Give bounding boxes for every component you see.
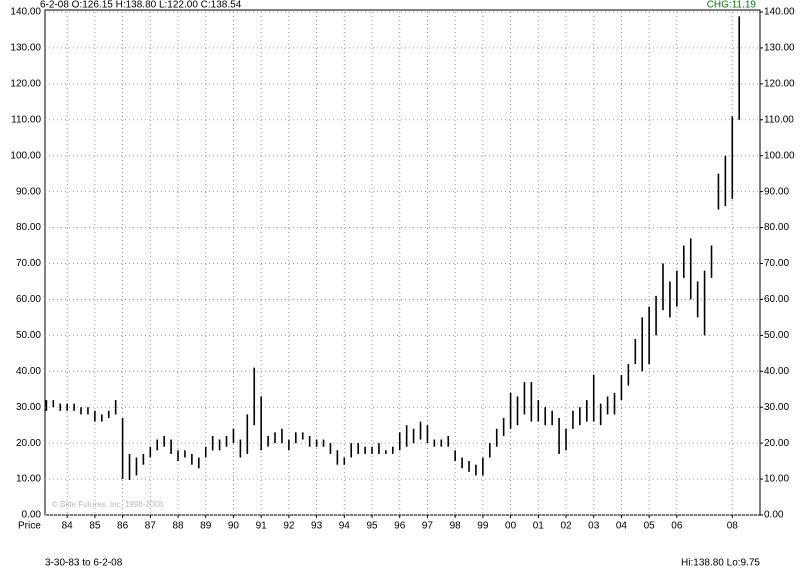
y-tick-label-right: 10.00 [764,474,789,485]
y-tick-label: 120.00 [10,78,41,89]
x-tick-label: 91 [256,521,268,532]
y-tick-label: 60.00 [16,294,41,305]
y-tick-label: 10.00 [16,474,41,485]
y-tick-label-right: 140.00 [764,7,795,18]
y-tick-label-right: 0.00 [764,510,784,521]
x-tick-label: 94 [339,521,351,532]
y-tick-label-right: 80.00 [764,222,789,233]
y-tick-label-right: 50.00 [764,330,789,341]
x-tick-label: 06 [671,521,683,532]
y-tick-label-right: 60.00 [764,294,789,305]
x-tick-label: 03 [588,521,600,532]
x-tick-label: 95 [366,521,378,532]
x-tick-label: 98 [450,521,462,532]
x-tick-label: 85 [89,521,101,532]
y-tick-label: 110.00 [11,114,41,125]
y-tick-label-right: 120.00 [764,78,795,89]
y-tick-label: 140.00 [10,7,41,18]
x-tick-label: 88 [172,521,184,532]
y-tick-label-right: 130.00 [764,43,795,54]
x-tick-label: 96 [394,521,406,532]
y-tick-label: 130.00 [10,43,41,54]
y-tick-label: 50.00 [16,330,41,341]
x-tick-label: 01 [533,521,545,532]
date-range: 3-30-83 to 6-2-08 [45,558,123,569]
x-tick-label: 93 [311,521,323,532]
x-tick-label: 04 [616,521,628,532]
quote-header: 6-2-08 O:126.15 H:138.80 L:122.00 C:138.… [40,0,242,11]
y-tick-label: 70.00 [16,258,41,269]
x-tick-label: 02 [560,521,572,532]
y-tick-label-right: 90.00 [764,186,789,197]
plot-frame [44,9,761,516]
y-tick-label-right: 30.00 [764,402,789,413]
y-tick-label: 40.00 [16,366,41,377]
watermark: © Bitte Futures, Inc. 1998-2008 [52,500,164,509]
x-tick-label: 92 [283,521,295,532]
x-tick-label: 99 [477,521,489,532]
y-tick-label: 90.00 [16,186,41,197]
y-tick-label: 0.00 [22,510,42,521]
y-tick-label: 30.00 [16,402,41,413]
x-tick-label: 90 [228,521,240,532]
x-tick-label: 00 [505,521,517,532]
y-tick-label-right: 110.00 [764,114,794,125]
x-tick-label: 86 [117,521,129,532]
x-tick-label: 87 [145,521,157,532]
y-tick-label-right: 20.00 [764,438,789,449]
x-tick-label: 97 [422,521,434,532]
y-tick-label-right: 40.00 [764,366,789,377]
x-tick-label: 05 [644,521,656,532]
y-axis-label: Price [18,521,41,532]
extremes: Hi:138.80 Lo:9.75 [681,558,760,569]
x-tick-label: 08 [727,521,739,532]
x-tick-label: 84 [62,521,74,532]
x-tick-label: 89 [200,521,212,532]
y-tick-label: 20.00 [16,438,41,449]
change-header: CHG:11.19 [707,0,757,11]
y-tick-label: 100.00 [10,150,41,161]
y-tick-label: 80.00 [16,222,41,233]
y-tick-label-right: 100.00 [764,150,795,161]
y-tick-label-right: 70.00 [764,258,789,269]
